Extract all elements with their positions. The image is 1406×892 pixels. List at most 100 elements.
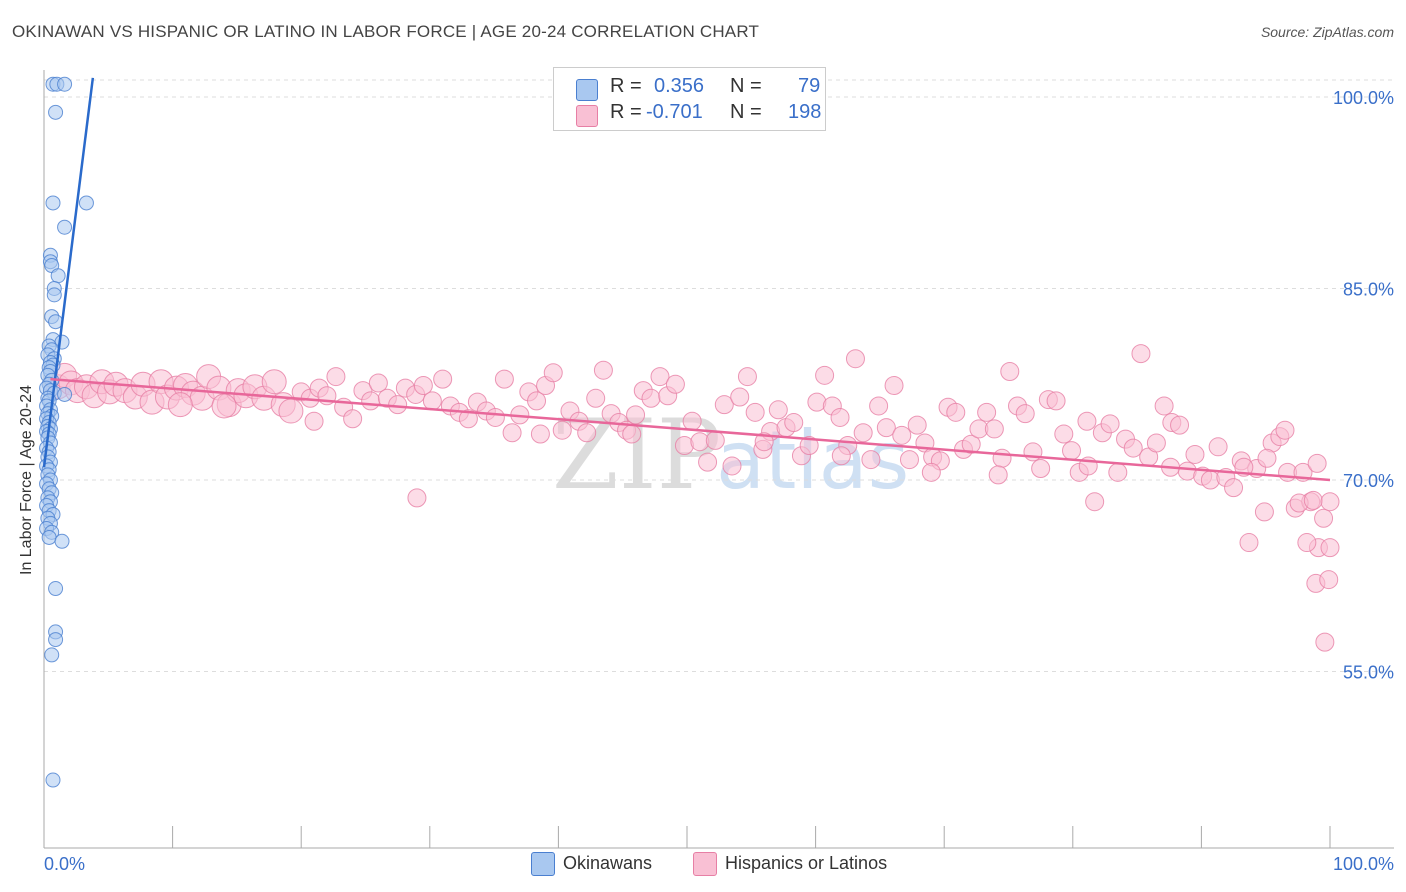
hispanics-point bbox=[1108, 462, 1128, 482]
hispanics-point bbox=[304, 411, 324, 431]
okinawans-point bbox=[48, 104, 64, 120]
hispanics-legend-label: Hispanics or Latinos bbox=[725, 853, 888, 873]
hispanics-point bbox=[543, 363, 563, 383]
hispanics-point bbox=[977, 402, 997, 422]
hispanics-point bbox=[433, 369, 453, 389]
n-value: 79 bbox=[798, 75, 821, 97]
hispanics-point bbox=[622, 424, 642, 444]
n-label: N = bbox=[730, 75, 762, 97]
hispanics-point bbox=[368, 373, 388, 393]
okinawans-point bbox=[48, 632, 64, 648]
hispanics-point bbox=[1077, 411, 1097, 431]
r-value: -0.701 bbox=[646, 101, 703, 123]
hispanics-point bbox=[388, 395, 408, 415]
x-tick-label-min: 0.0% bbox=[44, 854, 85, 874]
hispanics-point bbox=[494, 369, 514, 389]
hispanics-point bbox=[768, 400, 788, 420]
hispanics-point bbox=[988, 465, 1008, 485]
hispanics-point bbox=[714, 395, 734, 415]
hispanics-point bbox=[682, 411, 702, 431]
okinawans-point bbox=[45, 195, 61, 211]
hispanics-point bbox=[1307, 453, 1327, 473]
hispanics-point bbox=[527, 391, 547, 411]
hispanics-point bbox=[552, 420, 572, 440]
hispanics-point bbox=[853, 423, 873, 443]
hispanics-swatch bbox=[576, 105, 598, 127]
hispanics-point bbox=[167, 392, 193, 418]
chart-title: OKINAWAN VS HISPANIC OR LATINO IN LABOR … bbox=[12, 22, 760, 41]
hispanics-point bbox=[1320, 538, 1340, 558]
hispanics-point bbox=[992, 448, 1012, 468]
hispanics-point bbox=[876, 418, 896, 438]
n-label: N = bbox=[730, 101, 762, 123]
hispanics-point bbox=[698, 452, 718, 472]
r-value: 0.356 bbox=[654, 75, 705, 97]
okinawans-point bbox=[46, 287, 62, 303]
okinawans-swatch bbox=[576, 79, 598, 101]
hispanics-point bbox=[861, 450, 881, 470]
hispanics-point bbox=[921, 462, 941, 482]
okinawans-point bbox=[45, 772, 61, 788]
hispanics-point bbox=[705, 430, 725, 450]
hispanics-point bbox=[413, 376, 433, 396]
y-axis-label-wrap: In Labor Force | Age 20-24 bbox=[18, 385, 38, 575]
hispanics-point bbox=[884, 376, 904, 396]
hispanics-point bbox=[831, 446, 851, 466]
hispanics-point bbox=[1015, 404, 1035, 424]
hispanics-point bbox=[593, 360, 613, 380]
stats-legend: R = 0.356 N = 79 R = -0.701 N = 198 bbox=[553, 67, 826, 131]
hispanics-point bbox=[1320, 492, 1340, 512]
hispanics-point bbox=[1170, 415, 1190, 435]
okinawans-point bbox=[57, 219, 73, 235]
hispanics-point bbox=[1239, 533, 1259, 553]
hispanics-point bbox=[1254, 502, 1274, 522]
hispanics-point bbox=[899, 450, 919, 470]
hispanics-trend-line bbox=[50, 377, 1331, 482]
hispanics-point bbox=[211, 393, 237, 419]
hispanics-point bbox=[1062, 441, 1082, 461]
hispanics-point bbox=[1297, 533, 1317, 553]
hispanics-point bbox=[1085, 492, 1105, 512]
hispanics-point bbox=[502, 423, 522, 443]
hispanics-point bbox=[737, 367, 757, 387]
source-credit: Source: ZipAtlas.com bbox=[1260, 24, 1394, 40]
hispanics-point bbox=[361, 391, 381, 411]
hispanics-point bbox=[1208, 437, 1228, 457]
hispanics-point bbox=[326, 367, 346, 387]
hispanics-point bbox=[1146, 433, 1166, 453]
hispanics-point bbox=[650, 367, 670, 387]
hispanics-point bbox=[407, 488, 427, 508]
hispanics-point bbox=[815, 365, 835, 385]
hispanics-point bbox=[754, 432, 774, 452]
okinawans-legend-label: Okinawans bbox=[563, 853, 653, 873]
hispanics-point bbox=[1131, 344, 1151, 364]
hispanics-point bbox=[984, 419, 1004, 439]
hispanics-point bbox=[892, 425, 912, 445]
hispanics-point bbox=[799, 436, 819, 456]
okinawans-point bbox=[44, 647, 60, 663]
hispanics-point bbox=[1046, 391, 1066, 411]
hispanics-point bbox=[1314, 508, 1334, 528]
hispanics-point bbox=[1000, 361, 1020, 381]
hispanics-point bbox=[1319, 570, 1339, 590]
hispanics-point bbox=[961, 434, 981, 454]
hispanics-point bbox=[530, 424, 550, 444]
n-value: 198 bbox=[788, 101, 822, 123]
hispanics-point bbox=[586, 388, 606, 408]
y-tick-label: 55.0% bbox=[1343, 663, 1394, 683]
hispanics-point bbox=[784, 413, 804, 433]
hispanics-point bbox=[1031, 459, 1051, 479]
hispanics-point bbox=[278, 398, 304, 424]
hispanics-legend-swatch bbox=[693, 852, 717, 876]
okinawans-point bbox=[54, 533, 70, 549]
hispanics-point bbox=[1257, 448, 1277, 468]
hispanics-point bbox=[1154, 396, 1174, 416]
hispanics-point bbox=[845, 349, 865, 369]
okinawans-point bbox=[57, 76, 73, 92]
x-tick-label-max: 100.0% bbox=[1333, 854, 1394, 874]
okinawans-point bbox=[48, 581, 64, 597]
okinawans-point bbox=[41, 529, 57, 545]
okinawans-point bbox=[57, 386, 73, 402]
hispanics-point bbox=[946, 402, 966, 422]
